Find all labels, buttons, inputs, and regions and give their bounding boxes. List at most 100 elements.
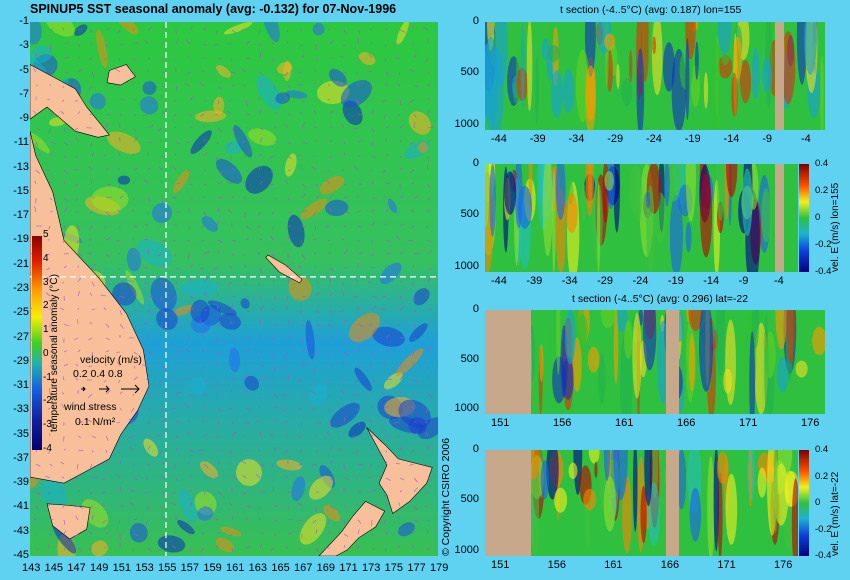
vel-colorbar-tick: 0.2 [815,185,829,196]
colorbar-tick: -1 [43,371,52,383]
map-x-tick: 159 [203,562,222,574]
section-x-tick: -34 [561,275,578,287]
map-x-tick: 175 [384,562,404,574]
section-x-tick: 161 [615,417,634,429]
map-x-tick: 147 [67,562,86,574]
vel-colorbar-tick: -0.4 [815,266,832,277]
map-x-tick: 177 [407,562,426,574]
section-x-tick: -9 [762,133,773,145]
section-x-tick: -9 [738,275,749,287]
velocity-arrows [30,25,434,553]
map-y-tick: -19 [13,233,29,246]
panel1-title: t section (-4..5°C) (avg: 0.187) lon=155 [560,4,742,16]
copyright-text: © Copyright CSIRO 2006 [440,437,452,556]
map-y-tick: -23 [13,282,29,294]
panel3-title: t section (-4..5°C) (avg: 0.296) lat=-22 [572,293,749,305]
section-x-tick: -24 [646,133,662,145]
vel-colorbar-tick: 0.4 [815,444,829,455]
vel-colorbar-lat22 [799,450,809,556]
section-x-tick: -44 [491,275,507,287]
vel-colorbar-tick: -0.2 [815,239,832,250]
section-x-tick: -29 [597,275,614,287]
land-masses [30,64,433,556]
colorbar-tick: 2 [43,300,49,312]
map-x-tick: 163 [248,562,268,574]
section-y-tick: 0 [472,157,479,169]
map-y-tick: -33 [13,403,29,416]
section-x-tick: -44 [491,133,507,145]
map-y-tick: -17 [13,209,29,222]
section-x-tick: 171 [739,417,758,429]
section-y-tick: 500 [460,352,479,365]
section-y-tick: 1000 [454,259,479,272]
colorbar-label: temperature seasonal anomaly (°C) [49,274,60,432]
map-x-tick: 151 [112,562,132,574]
vel-colorbar-tick: 0 [815,497,821,508]
map-y-tick: -7 [19,87,29,100]
map-y-tick: -13 [13,160,29,173]
section-y-tick: 500 [460,66,479,79]
section-x-tick: -34 [568,133,585,145]
section-x-tick: 171 [717,559,736,571]
section-x-tick: -19 [667,275,684,287]
section-x-tick: -24 [632,275,649,287]
vel-colorbar-tick: 0 [815,212,821,223]
section-y-tick: 0 [472,15,479,27]
map-y-tick: -1 [19,15,29,27]
map-x-tick: 171 [339,562,358,574]
map-y-tick: -37 [13,451,29,464]
velocity-legend-values: 0.2 0.4 0.8 [73,368,123,380]
sst-anomaly-map [30,22,438,556]
colorbar-tick: 1 [43,324,49,336]
wind-stress-label: wind stress [64,401,117,413]
section-y-tick: 0 [472,443,479,455]
vel-section-lon155 [485,164,798,272]
map-x-tick: 165 [271,562,290,574]
map-y-tick: -41 [13,500,29,513]
map-x-tick: 149 [90,562,109,574]
velocity-legend-label: velocity (m/s) [80,354,142,366]
map-x-tick: 155 [158,562,177,574]
map-x-tick: 173 [362,562,381,574]
colorbar-tick: 3 [43,276,49,288]
wind-stress-value: 0.1 N/m² [75,416,116,428]
temp-section-lon155 [485,22,825,130]
map-x-tick: 153 [135,562,154,574]
map-x-tick: 169 [316,562,336,574]
section-x-tick: 166 [677,417,696,429]
colorbar-tick: -3 [43,419,52,431]
map-x-tick: 161 [226,562,245,574]
map-y-tick: -39 [13,476,29,489]
vel-colorbar-lon155 [799,164,809,272]
section-y-tick: 1000 [454,117,479,130]
map-y-tick: -43 [13,524,29,537]
section-x-tick: 156 [547,559,566,571]
vel-colorbar-label-lat22: vel. E (m/s) lat=-22 [830,471,841,556]
section-x-tick: -14 [703,275,720,287]
section-x-tick: -4 [801,133,811,145]
section-x-tick: 161 [604,559,623,571]
map-y-tick: -45 [13,549,29,561]
colorbar-tick: -4 [43,443,52,454]
vel-section-lat22 [485,450,798,556]
section-y-tick: 0 [472,303,479,315]
section-x-tick: -19 [684,133,701,145]
map-y-tick: -9 [19,112,29,125]
section-x-tick: 166 [660,559,680,571]
map-x-tick: 179 [430,562,449,574]
vel-colorbar-tick: 0.2 [815,470,829,482]
colorbar-tick: 0 [43,347,49,359]
map-y-tick: -29 [13,354,29,367]
vel-colorbar-label-lon155: vel. E (m/s) lon=155 [830,182,841,272]
map-y-tick: -31 [13,379,29,392]
map-x-tick: 157 [180,562,200,574]
map-y-tick: -35 [13,427,29,440]
section-y-tick: 500 [460,493,479,506]
map-title: SPINUP5 SST seasonal anomaly (avg: -0.13… [30,2,397,16]
section-x-tick: 156 [553,417,572,429]
section-x-tick: -39 [529,133,546,145]
section-y-tick: 500 [460,208,479,221]
map-y-tick: -11 [13,136,29,149]
section-x-tick: 151 [491,559,510,571]
map-x-tick: 145 [44,562,64,574]
